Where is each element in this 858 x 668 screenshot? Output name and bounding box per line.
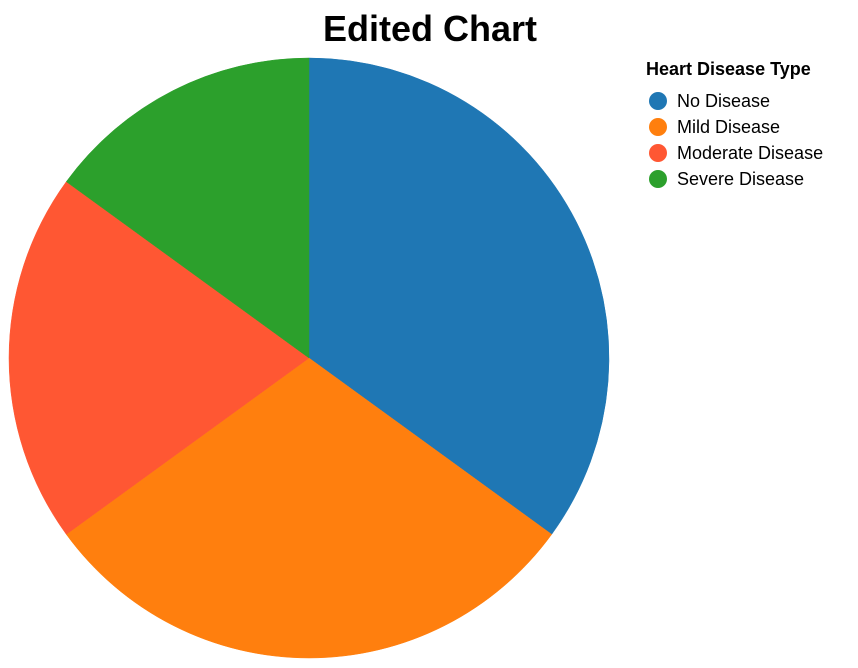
legend-item-moderate-disease: Moderate Disease [649,143,823,163]
legend-label-moderate-disease: Moderate Disease [677,143,823,163]
pie-slice-severe-disease[interactable] [65,57,310,359]
pie-slice-no-disease[interactable] [308,57,610,535]
legend-swatch-severe-disease [649,170,667,188]
legend-label-mild-disease: Mild Disease [677,117,780,137]
legend-swatch-moderate-disease [649,144,667,162]
pie-slices [8,57,610,659]
pie-slice-moderate-disease[interactable] [8,181,310,535]
legend-item-mild-disease: Mild Disease [649,117,780,137]
legend-swatch-no-disease [649,92,667,110]
chart-title: Edited Chart [323,8,537,49]
legend: Heart Disease Type No Disease Mild Diseas… [646,59,823,189]
legend-label-severe-disease: Severe Disease [677,169,804,189]
legend-title: Heart Disease Type [646,59,811,79]
legend-items: No Disease Mild Disease Moderate Disease Se… [649,91,823,189]
pie-slice-mild-disease[interactable] [65,357,553,659]
legend-swatch-mild-disease [649,118,667,136]
legend-label-no-disease: No Disease [677,91,770,111]
legend-item-severe-disease: Severe Disease [649,169,804,189]
legend-item-no-disease: No Disease [649,91,770,111]
